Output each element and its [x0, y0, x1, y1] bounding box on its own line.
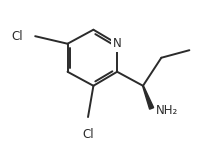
Text: NH₂: NH₂ [156, 104, 178, 117]
Text: N: N [113, 37, 122, 50]
Polygon shape [143, 86, 154, 109]
Text: Cl: Cl [82, 128, 94, 141]
Text: Cl: Cl [12, 30, 23, 43]
